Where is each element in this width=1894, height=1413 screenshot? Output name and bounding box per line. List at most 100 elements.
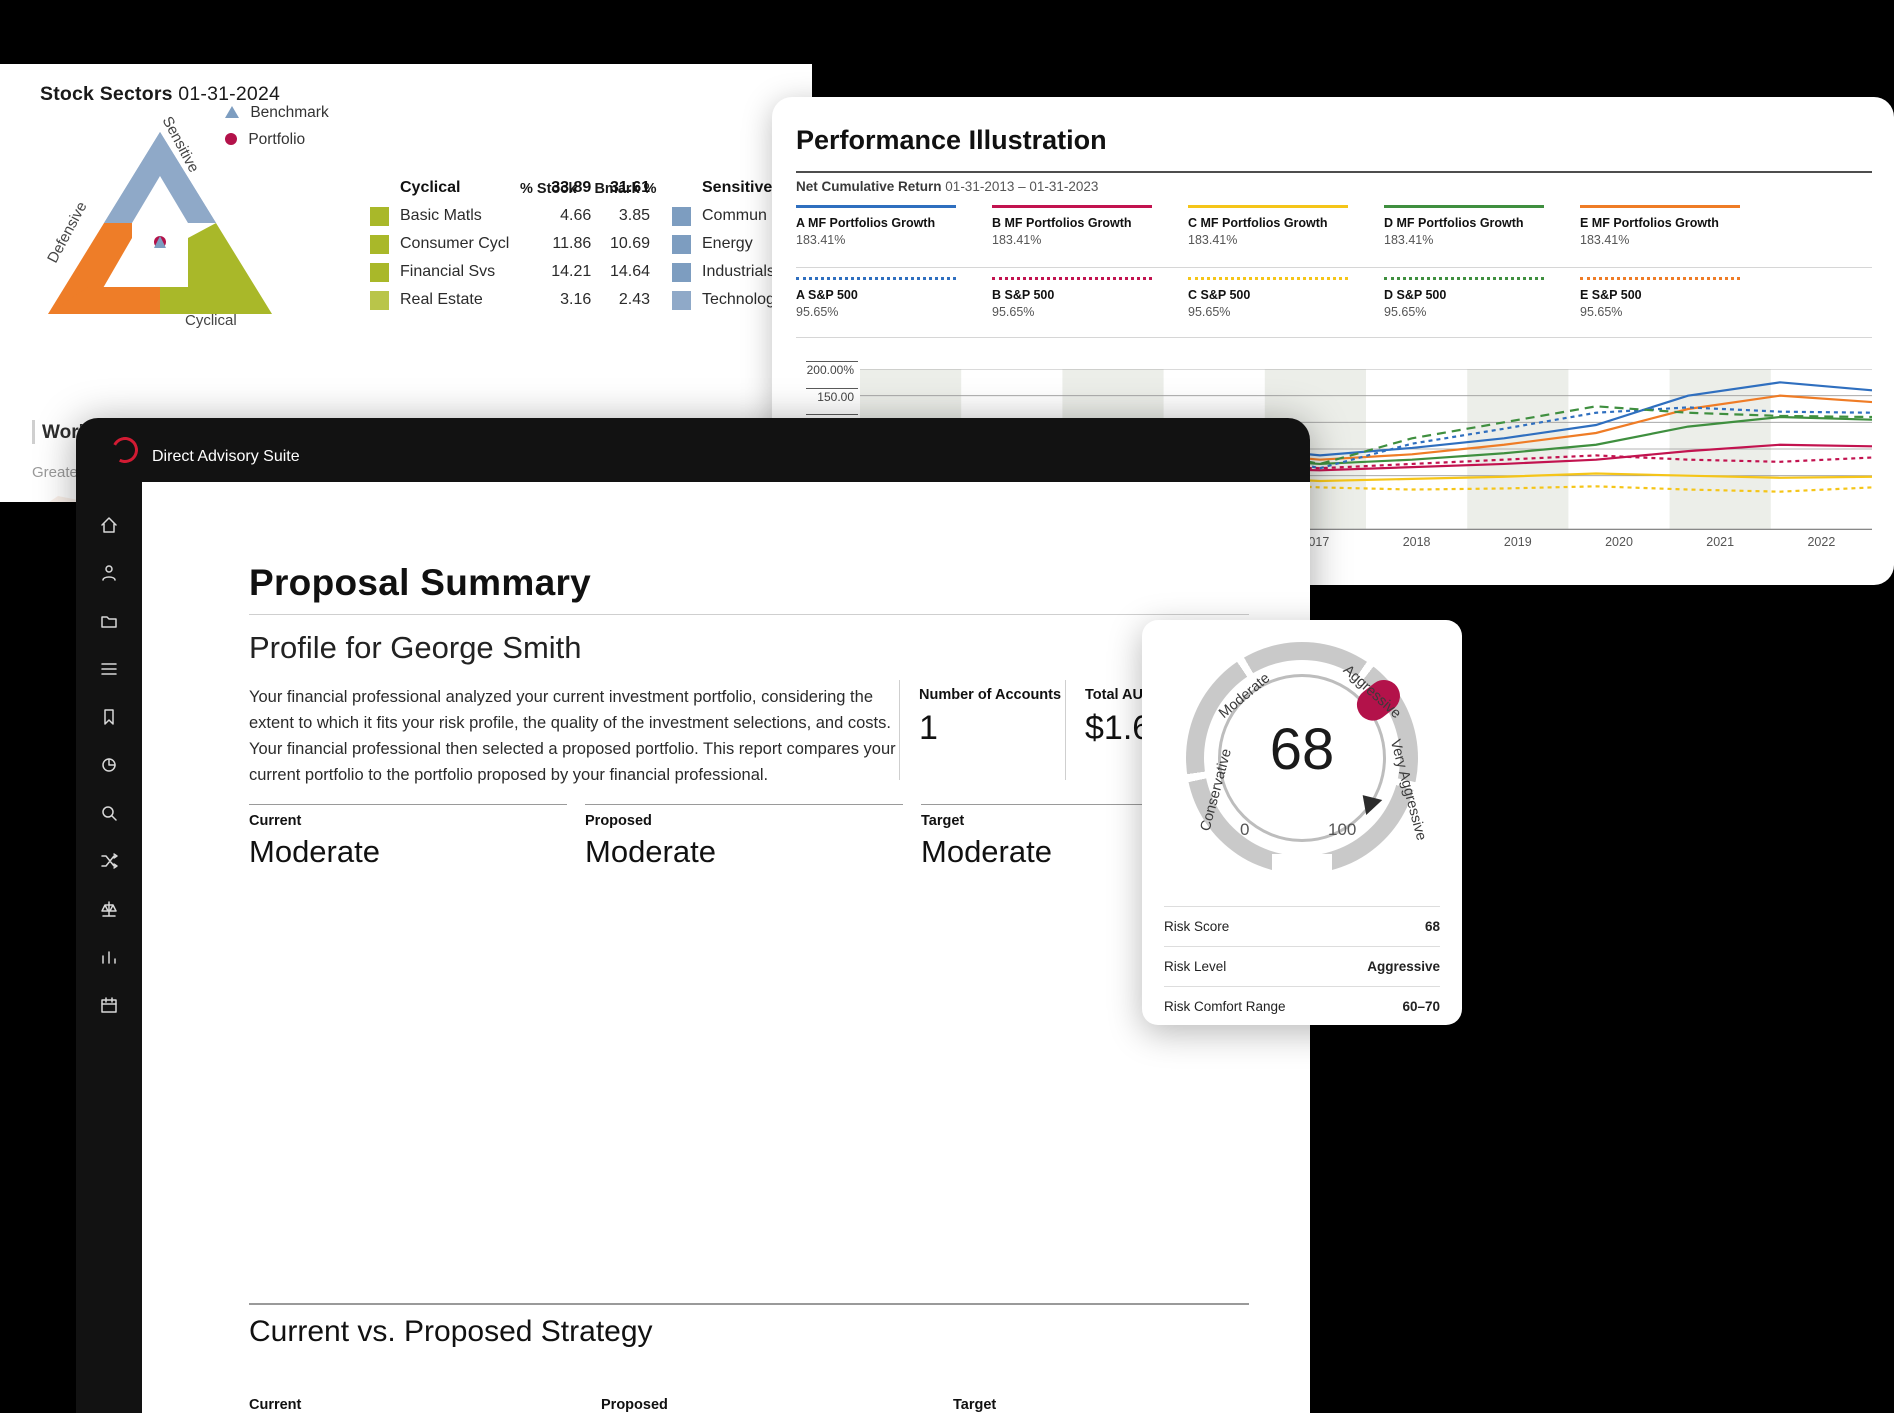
legend-line xyxy=(992,205,1152,208)
cyclical-total-row: Cyclical 33.89 31.61 xyxy=(370,174,650,202)
performance-illustration-card: Performance Illustration Net Cumulative … xyxy=(772,97,1894,585)
sector-swatch xyxy=(672,206,691,226)
cyclical-group-label: Cyclical xyxy=(400,179,461,196)
sector-name: Real Estate xyxy=(400,291,483,308)
x-tick-label: 2020 xyxy=(1605,535,1633,549)
sector-bmark-pct: 3.85 xyxy=(618,207,650,224)
home-icon[interactable] xyxy=(90,506,128,544)
legend-line-dashed xyxy=(992,277,1152,280)
level-value-current: Moderate xyxy=(249,834,380,869)
x-tick-label: 2018 xyxy=(1402,535,1431,549)
sector-row: Technology xyxy=(672,286,812,314)
legend-series-name: B S&P 500 xyxy=(992,288,1055,302)
allocation-label: Current xyxy=(249,1397,302,1413)
calendar-icon[interactable] xyxy=(90,986,128,1024)
legend-series-name: D MF Portfolios Growth xyxy=(1384,216,1524,230)
legend-series-name: D S&P 500 xyxy=(1384,288,1447,302)
stat-number-of-accounts: Number of Accounts 1 xyxy=(919,687,1061,748)
legend-entry: B S&P 500 95.65% xyxy=(992,277,1188,319)
stat-divider-1 xyxy=(899,680,900,780)
legend-line-dashed xyxy=(1384,277,1544,280)
bar-chart-icon[interactable] xyxy=(90,938,128,976)
sector-swatch xyxy=(672,234,691,254)
sector-swatch xyxy=(370,290,389,310)
legend-series-value: 95.65% xyxy=(1384,305,1427,319)
swatch-spacer xyxy=(370,179,389,198)
folder-icon[interactable] xyxy=(90,602,128,640)
risk-row: Risk Level Aggressive xyxy=(1164,947,1440,987)
sector-stock-pct: 11.86 xyxy=(552,235,592,252)
legend-series-value: 183.41% xyxy=(796,233,846,247)
legend-separator-2 xyxy=(796,337,1872,338)
person-icon[interactable] xyxy=(90,554,128,592)
sensitive-group-row: Sensitive xyxy=(672,174,812,202)
sector-name: Technology xyxy=(702,291,783,308)
swatch-spacer-2 xyxy=(672,179,691,198)
legend-series-value: 183.41% xyxy=(1188,233,1238,247)
divider-under-title xyxy=(249,614,1249,615)
risk-gauge: 68 0 100 Moderate Aggressive Very Aggres… xyxy=(1186,642,1429,880)
legend-entry: A S&P 500 95.65% xyxy=(796,277,992,319)
legend-entry: A MF Portfolios Growth 183.41% xyxy=(796,205,992,247)
stat-divider-2 xyxy=(1065,680,1066,780)
level-label-target: Target xyxy=(921,813,965,829)
allocation-label: Proposed xyxy=(601,1397,668,1413)
app-content: Proposal Summary Profile for George Smit… xyxy=(142,482,1310,1413)
scales-icon[interactable] xyxy=(90,890,128,928)
sector-bmark-pct: 2.43 xyxy=(618,291,650,308)
x-axis xyxy=(860,529,1872,530)
chart-pie-icon[interactable] xyxy=(90,746,128,784)
level-label-proposed: Proposed xyxy=(585,813,652,829)
legend-series-name: A MF Portfolios Growth xyxy=(796,216,936,230)
legend-separator-1 xyxy=(796,267,1872,268)
x-tick-label: 2021 xyxy=(1706,535,1735,549)
gauge-max-label: 100 xyxy=(1328,820,1357,839)
portfolio-marker-icon xyxy=(225,133,237,145)
sector-bmark-pct: 10.69 xyxy=(609,235,650,252)
growth-legend-row: A MF Portfolios Growth 183.41% B MF Portfo… xyxy=(796,205,1872,247)
sector-row: Energy xyxy=(672,230,812,258)
subtitle-range: 01-31-2013 – 01-31-2023 xyxy=(945,179,1099,194)
page-title: Proposal Summary xyxy=(249,562,592,603)
risk-row-value: 68 xyxy=(1424,919,1440,934)
sector-bmark-pct: 14.64 xyxy=(609,263,650,280)
x-tick-label: 2022 xyxy=(1807,535,1836,549)
risk-row-label: Risk Comfort Range xyxy=(1164,999,1286,1014)
triangle-svg xyxy=(47,131,273,315)
legend-line-dashed xyxy=(796,277,956,280)
shuffle-icon[interactable] xyxy=(90,842,128,880)
legend-series-name: A S&P 500 xyxy=(796,288,858,302)
legend-series-value: 183.41% xyxy=(1580,233,1630,247)
search-person-icon[interactable] xyxy=(90,794,128,832)
app-logo-icon xyxy=(108,433,142,467)
sector-stock-pct: 14.21 xyxy=(551,263,592,280)
level-rule-target xyxy=(921,804,1239,805)
gauge-inner-ring xyxy=(1218,674,1386,842)
allocation-block-proposed: ProposedAsset Allocation%Cash1.80US Stoc… xyxy=(601,1397,911,1413)
sensitive-group-label: Sensitive xyxy=(702,179,773,196)
divider xyxy=(796,171,1872,173)
sector-row: Industrials xyxy=(672,258,812,286)
bookmark-icon[interactable] xyxy=(90,698,128,736)
legend-benchmark: Benchmark xyxy=(225,104,329,122)
risk-row-label: Risk Level xyxy=(1164,959,1227,974)
stock-sectors-title: Stock Sectors 01-31-2024 xyxy=(40,83,280,106)
y-tick-mark xyxy=(806,414,858,416)
index-legend-row: A S&P 500 95.65% B S&P 500 95.65% C S&P 500 9… xyxy=(796,277,1872,319)
legend-series-value: 95.65% xyxy=(992,305,1035,319)
legend-line xyxy=(1580,205,1740,208)
sector-row: Financial Svs 14.21 14.64 xyxy=(370,258,650,286)
sector-name: Financial Svs xyxy=(400,263,496,280)
sector-name: Energy xyxy=(702,235,753,252)
app-sidebar[interactable] xyxy=(76,482,142,1413)
legend-entry: E MF Portfolios Growth 183.41% xyxy=(1580,205,1776,247)
performance-subtitle: Net Cumulative Return 01-31-2013 – 01-31… xyxy=(796,179,1098,194)
col-stock-header: % Stock xyxy=(520,181,577,197)
level-rule-proposed xyxy=(585,804,903,805)
level-rule-current xyxy=(249,804,567,805)
legend-portfolio-label: Portfolio xyxy=(248,131,306,148)
cyclical-table: Cyclical 33.89 31.61 Basic Matls 4.66 3.85… xyxy=(370,174,650,314)
list-icon[interactable] xyxy=(90,650,128,688)
legend-line xyxy=(796,205,956,208)
y-tick-label: 200.00% xyxy=(806,363,854,377)
